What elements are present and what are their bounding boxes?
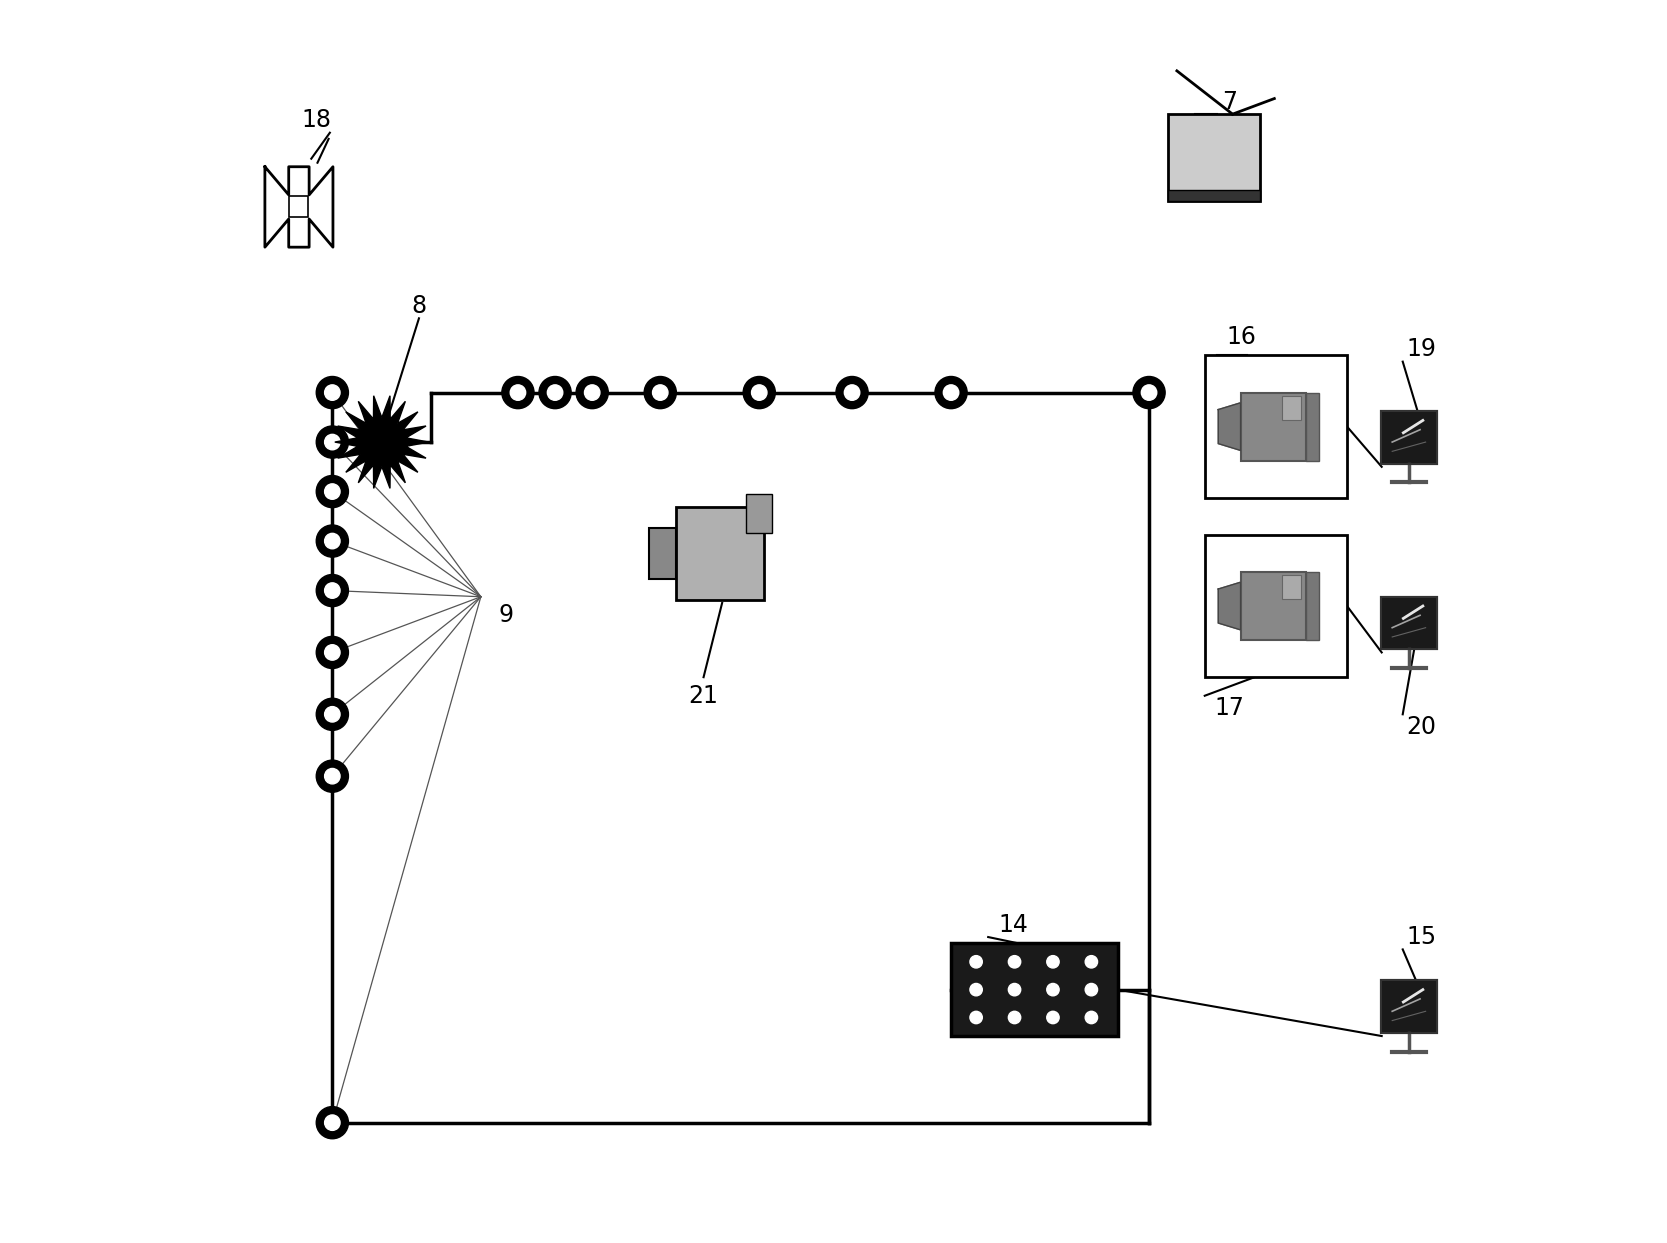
Bar [1167, 114, 1260, 201]
Circle shape [510, 385, 525, 400]
Text: 14: 14 [999, 912, 1029, 937]
Polygon shape [1219, 403, 1240, 450]
Circle shape [538, 377, 572, 409]
Text: 9: 9 [498, 603, 513, 628]
Circle shape [1009, 1012, 1020, 1024]
Bar [675, 507, 763, 600]
Bar [1282, 397, 1300, 420]
Circle shape [1047, 983, 1059, 996]
Bar [1240, 572, 1305, 640]
Polygon shape [1219, 582, 1240, 630]
Circle shape [743, 377, 775, 409]
Circle shape [1134, 377, 1165, 409]
Circle shape [652, 385, 668, 400]
Circle shape [325, 1115, 340, 1130]
Circle shape [970, 1012, 982, 1024]
Circle shape [325, 385, 340, 400]
Text: 8: 8 [412, 293, 427, 318]
Text: 21: 21 [688, 684, 718, 707]
Circle shape [1085, 983, 1097, 996]
Circle shape [752, 385, 767, 400]
Text: 20: 20 [1407, 715, 1437, 738]
Bar [1205, 534, 1347, 677]
Text: 15: 15 [1407, 925, 1437, 950]
Circle shape [317, 699, 348, 731]
Bar [1305, 572, 1320, 640]
Circle shape [325, 434, 340, 450]
Bar [747, 493, 772, 533]
Circle shape [845, 385, 860, 400]
Circle shape [1009, 956, 1020, 968]
Text: 18: 18 [302, 108, 332, 132]
Bar [1380, 597, 1437, 649]
Circle shape [325, 484, 340, 500]
Bar [1167, 190, 1260, 201]
Text: 17: 17 [1215, 696, 1245, 720]
Circle shape [970, 956, 982, 968]
Circle shape [317, 476, 348, 507]
Circle shape [1142, 385, 1157, 400]
Circle shape [325, 706, 340, 722]
Circle shape [317, 525, 348, 557]
Circle shape [317, 377, 348, 409]
Bar [1380, 981, 1437, 1033]
Circle shape [970, 983, 982, 996]
Polygon shape [335, 395, 428, 488]
Circle shape [547, 385, 563, 400]
Circle shape [502, 377, 533, 409]
Text: 7: 7 [1222, 89, 1237, 114]
Circle shape [585, 385, 600, 400]
Bar [952, 943, 1119, 1037]
Circle shape [317, 636, 348, 669]
Text: 19: 19 [1407, 337, 1437, 362]
Circle shape [1009, 983, 1020, 996]
Circle shape [577, 377, 608, 409]
Circle shape [325, 533, 340, 549]
Circle shape [325, 768, 340, 784]
Circle shape [1085, 1012, 1097, 1024]
Bar [1305, 393, 1320, 461]
Circle shape [1085, 956, 1097, 968]
Circle shape [325, 645, 340, 660]
Circle shape [835, 377, 869, 409]
Circle shape [1047, 956, 1059, 968]
Circle shape [317, 1106, 348, 1139]
Circle shape [317, 426, 348, 459]
Circle shape [643, 377, 677, 409]
Bar [1205, 355, 1347, 497]
Bar [1380, 597, 1437, 649]
Circle shape [1047, 1012, 1059, 1024]
Circle shape [944, 385, 959, 400]
Circle shape [935, 377, 967, 409]
Circle shape [325, 583, 340, 598]
Bar [648, 528, 675, 579]
Text: 16: 16 [1227, 324, 1257, 349]
Bar [290, 196, 308, 218]
Circle shape [317, 759, 348, 792]
Bar [1240, 393, 1305, 461]
Bar [1380, 981, 1437, 1033]
Circle shape [317, 574, 348, 607]
Bar [1380, 411, 1437, 464]
Bar [1282, 576, 1300, 599]
Bar [1380, 411, 1437, 464]
